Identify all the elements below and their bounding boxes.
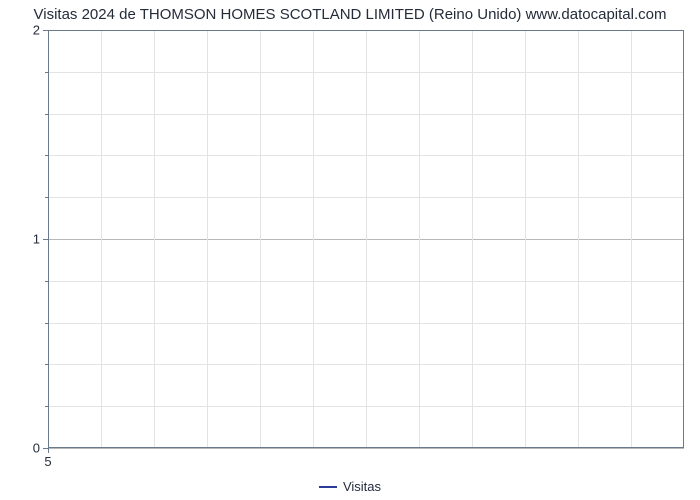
chart-legend: Visitas	[0, 479, 700, 494]
chart-border	[48, 30, 684, 448]
legend-label-visitas: Visitas	[343, 479, 381, 494]
x-axis-tick	[48, 448, 49, 453]
y-axis-label: 2	[33, 23, 40, 38]
y-axis-label: 0	[33, 441, 40, 456]
legend-swatch-visitas	[319, 486, 337, 488]
y-gridline-major	[48, 448, 684, 449]
x-axis-label: 5	[44, 454, 51, 469]
y-axis-label: 1	[33, 232, 40, 247]
chart-plot-area: 0125	[48, 30, 684, 448]
chart-title: Visitas 2024 de THOMSON HOMES SCOTLAND L…	[0, 6, 700, 23]
